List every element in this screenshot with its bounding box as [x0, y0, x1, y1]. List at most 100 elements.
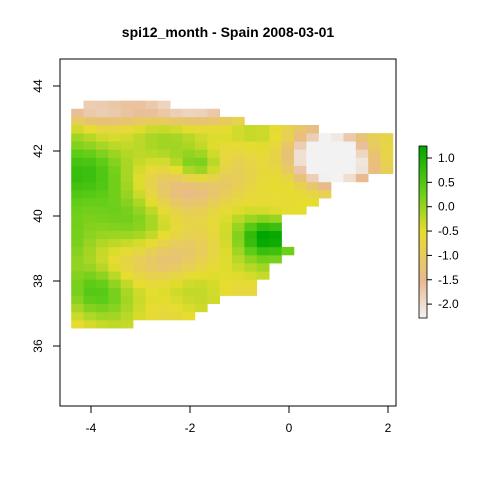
raster-cell	[71, 287, 84, 296]
raster-cell	[232, 190, 245, 199]
raster-cell	[145, 295, 159, 305]
raster-cell	[182, 173, 196, 183]
raster-cell	[170, 311, 183, 321]
raster-cell	[157, 214, 171, 223]
raster-cell	[256, 222, 270, 231]
raster-cell	[256, 246, 270, 256]
raster-cell	[318, 149, 332, 158]
raster-cell	[145, 246, 159, 256]
raster-cell	[207, 198, 220, 207]
raster-cell	[95, 295, 109, 305]
raster-cell	[71, 238, 84, 248]
raster-cell	[170, 149, 183, 158]
raster-cell	[256, 255, 270, 264]
raster-cell	[293, 198, 307, 207]
raster-cell	[120, 246, 134, 256]
raster-cell	[120, 303, 134, 313]
raster-cell	[182, 165, 196, 175]
raster-cell	[170, 255, 183, 264]
raster-cell	[269, 255, 282, 264]
raster-cell	[194, 125, 208, 134]
raster-cell	[318, 181, 332, 191]
raster-cell	[281, 149, 295, 158]
raster-cell	[256, 149, 270, 158]
raster-cell	[318, 165, 332, 175]
raster-cell	[120, 108, 134, 118]
raster-cell	[120, 100, 134, 110]
raster-cell	[71, 271, 84, 280]
raster-cell	[244, 133, 258, 142]
raster-cell	[145, 271, 159, 280]
raster-cell	[120, 311, 134, 321]
raster-cell	[170, 116, 183, 126]
raster-cell	[170, 173, 183, 183]
raster-cell	[145, 214, 159, 223]
raster-cell	[244, 230, 258, 240]
raster-cell	[269, 149, 282, 158]
raster-cell	[207, 133, 220, 142]
raster-cell	[256, 141, 270, 150]
raster-cell	[170, 246, 183, 256]
raster-cell	[95, 279, 109, 288]
raster-cell	[71, 222, 84, 231]
raster-cell	[145, 255, 159, 264]
raster-cell	[219, 238, 233, 248]
raster-cell	[355, 157, 369, 166]
raster-cell	[232, 271, 245, 280]
raster-cell	[232, 181, 245, 191]
raster-cell	[293, 165, 307, 175]
raster-cell	[71, 141, 84, 150]
raster-cell	[194, 214, 208, 223]
raster-cell	[157, 198, 171, 207]
color-legend: 1.0 0.5 0.0 -0.5 -1.0 -1.5 -2.0	[418, 145, 459, 319]
raster-cell	[133, 190, 146, 199]
raster-cell	[318, 173, 332, 183]
raster-cell	[71, 303, 84, 313]
raster-cell	[207, 125, 220, 134]
raster-cell	[133, 133, 146, 142]
raster-cell	[244, 271, 258, 280]
raster-cell	[368, 149, 381, 158]
raster-cell	[293, 141, 307, 150]
raster-cell	[194, 141, 208, 150]
raster-cell	[170, 222, 183, 231]
raster-cell	[120, 279, 134, 288]
raster-cell	[120, 320, 134, 329]
raster-cell	[256, 263, 270, 272]
raster-cell	[219, 149, 233, 158]
raster-cell	[343, 149, 357, 158]
raster-cell	[133, 157, 146, 166]
raster-cell	[83, 149, 97, 158]
raster-cell	[108, 320, 121, 329]
x-axis: -8-6-4-2024	[86, 405, 392, 435]
raster-cell	[157, 181, 171, 191]
raster-cell	[182, 295, 196, 305]
raster-cell	[269, 222, 282, 231]
raster-cell	[380, 149, 394, 158]
raster-cell	[318, 157, 332, 166]
raster-cell	[120, 173, 134, 183]
raster-cell	[157, 125, 171, 134]
raster-cell	[133, 238, 146, 248]
raster-cell	[157, 165, 171, 175]
raster-cell	[256, 190, 270, 199]
raster-cell	[194, 271, 208, 280]
raster-cell	[83, 263, 97, 272]
raster-cell	[244, 181, 258, 191]
raster-cell	[83, 141, 97, 150]
raster-cell	[95, 173, 109, 183]
raster-cell	[207, 222, 220, 231]
raster-cell	[108, 255, 121, 264]
raster-cell	[281, 157, 295, 166]
raster-cell	[219, 173, 233, 183]
raster-cell	[269, 165, 282, 175]
raster-cell	[256, 198, 270, 207]
raster-cell	[71, 279, 84, 288]
raster-cell	[232, 173, 245, 183]
raster-cell	[207, 279, 220, 288]
raster-cell	[120, 181, 134, 191]
raster-cell	[306, 141, 319, 150]
raster-cell	[194, 279, 208, 288]
x-tick-label: 2	[385, 421, 392, 435]
raster-cell	[256, 133, 270, 142]
